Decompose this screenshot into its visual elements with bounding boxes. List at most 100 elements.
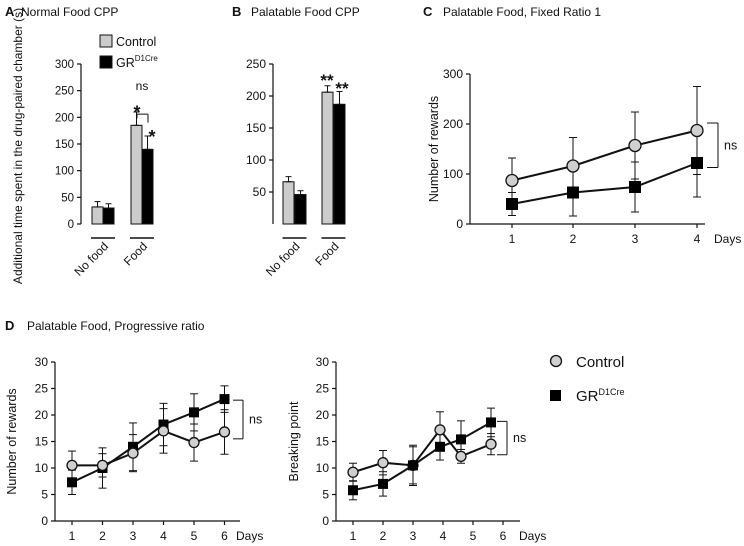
panel-d-left-point-control xyxy=(127,447,139,459)
panel-d-left-y-tick-label: 15 xyxy=(35,435,49,449)
panel-d-right-x-tick-label: 6 xyxy=(500,529,507,543)
panel-b-significance-stars: ** xyxy=(320,71,334,90)
panel-d-left-point-control xyxy=(66,459,78,472)
panel-d-left-point-control xyxy=(218,426,231,438)
panel-d-right-point-gr-d1cre xyxy=(408,460,418,471)
panel-d-right-line-control xyxy=(352,428,492,474)
panel-d-right-y-tick-label: 30 xyxy=(316,355,330,369)
panel-c-x-tick-label: 3 xyxy=(632,232,639,246)
panel-d-right-point-control xyxy=(455,450,467,462)
panel-d-right-point-gr-d1cre xyxy=(435,441,445,452)
panel-c-point-control xyxy=(566,159,580,173)
panel-c-point-gr-d1cre xyxy=(567,186,579,199)
panel-d-left-point-gr-d1cre xyxy=(128,441,138,452)
panel-a-y-tick-label: 0 xyxy=(68,219,74,231)
panel-d-right-ns-annotation: ns xyxy=(513,431,526,445)
panel-d-right-y-tick-label: 0 xyxy=(322,514,329,528)
panel-b-category-label: Food xyxy=(312,239,341,268)
panel-d-left-y-tick-label: 5 xyxy=(41,488,48,502)
panel-d-right-x-axis-label: Days xyxy=(519,529,546,543)
panel-d-right-y-tick-label: 25 xyxy=(316,382,330,396)
panel-d-left-point-control xyxy=(96,459,109,472)
panel-d-right-x-tick-label: 5 xyxy=(470,529,477,543)
panel-c-x-tick-label: 2 xyxy=(570,232,577,246)
panel-d-label: D xyxy=(5,318,14,333)
panel-a-legend-label: Control xyxy=(116,35,156,49)
panel-b-y-tick-label: 250 xyxy=(246,57,266,71)
panel-a-bar-control xyxy=(91,206,104,225)
panel-b-bar-gr xyxy=(294,194,307,225)
panel-c-y-tick-label: 300 xyxy=(443,67,463,81)
panel-a-legend-swatch xyxy=(99,34,113,48)
panel-c-x-axis-label: Days xyxy=(714,232,741,246)
panel-d-right-point-control xyxy=(347,466,359,478)
panel-a-category-label: Food xyxy=(121,239,150,268)
panel-c-y-axis-label: Number of rewards xyxy=(427,96,441,202)
legend-gr-marker xyxy=(550,390,561,401)
panel-a-significance-star: * xyxy=(148,127,155,147)
panel-d-right-point-control xyxy=(377,457,389,469)
legend-control-marker xyxy=(549,354,563,368)
panel-d-right-y-tick-label: 15 xyxy=(316,435,330,449)
panel-a-y-tick-label: 200 xyxy=(55,112,74,124)
panel-d-left-x-tick-label: 6 xyxy=(221,529,228,543)
panel-d-right-point-gr-d1cre xyxy=(348,485,358,496)
panel-a-label: A xyxy=(5,4,15,19)
panel-a-y-tick-label: 300 xyxy=(55,59,74,71)
panel-c-y-tick-label: 200 xyxy=(443,117,463,131)
panel-d-left-y-axis-label: Number of rewards xyxy=(5,388,19,494)
panel-c-x-tick-label: 1 xyxy=(509,232,516,246)
panel-d-right-x-tick-label: 3 xyxy=(410,529,417,543)
panel-a-ns-annotation: ns xyxy=(136,79,149,93)
panel-b-y-tick-label: 50 xyxy=(253,185,267,199)
panel-a-category-label: No food xyxy=(72,239,112,279)
panel-d-left-point-gr-d1cre xyxy=(189,407,199,418)
panel-a-y-tick-label: 100 xyxy=(55,166,74,178)
panel-b-bar-control xyxy=(321,91,334,225)
panel-d-title: Palatable Food, Progressive ratio xyxy=(27,319,205,333)
legend-control-label: Control xyxy=(576,354,624,371)
panel-c-line-control xyxy=(511,129,698,182)
panel-d-left-line-gr-d1cre xyxy=(71,398,225,484)
panel-c-label: C xyxy=(423,4,433,19)
panel-c-point-control xyxy=(505,173,519,188)
panel-d-right-point-control xyxy=(485,438,497,450)
panel-a-y-tick-label: 250 xyxy=(55,86,74,98)
panel-d-left-y-tick-label: 0 xyxy=(41,514,48,528)
panel-d-right-y-tick-label: 10 xyxy=(316,461,330,475)
panel-d-right-x-tick-label: 4 xyxy=(440,529,447,543)
panel-d-right-x-tick-label: 2 xyxy=(380,529,387,543)
panel-b-bar-gr xyxy=(333,103,346,225)
panel-c-y-tick-label: 0 xyxy=(456,217,463,231)
panel-a-bar-gr xyxy=(102,207,115,225)
panel-c-line-gr-d1cre xyxy=(511,162,698,205)
panel-d-left-y-tick-label: 25 xyxy=(35,382,49,396)
panel-d-right-line-gr-d1cre xyxy=(352,421,492,492)
panel-c-x-tick-label: 4 xyxy=(694,232,701,246)
panel-b-category-label: No food xyxy=(263,239,303,279)
panel-d-right-point-control xyxy=(434,424,446,436)
panel-d-right-point-gr-d1cre xyxy=(378,478,388,489)
panel-c-point-gr-d1cre xyxy=(691,157,703,169)
panel-d-left-y-tick-label: 30 xyxy=(35,355,49,369)
panel-b-label: B xyxy=(232,4,241,19)
panel-c-y-tick-label: 100 xyxy=(443,167,463,181)
panel-d-left-x-tick-label: 1 xyxy=(69,529,76,543)
legend-gr-label: GRD1Cre xyxy=(576,387,625,405)
panel-d-left-x-axis-label: Days xyxy=(236,529,263,543)
panel-d-left-point-control xyxy=(157,425,170,437)
panel-c-point-control xyxy=(628,138,642,153)
panel-b-y-tick-label: 150 xyxy=(246,121,266,135)
panel-d-right-x-tick-label: 1 xyxy=(350,529,357,543)
panel-d-left-point-gr-d1cre xyxy=(67,477,77,488)
panel-d-left-x-tick-label: 3 xyxy=(130,529,137,543)
panel-b-title: Palatable Food CPP xyxy=(251,5,360,19)
panel-d-right-y-tick-label: 5 xyxy=(322,488,329,502)
panel-b-bar-control xyxy=(282,181,295,225)
panel-d-left-x-tick-label: 4 xyxy=(160,529,167,543)
panel-d-left-x-tick-label: 2 xyxy=(99,529,106,543)
panel-c-title: Palatable Food, Fixed Ratio 1 xyxy=(443,5,601,19)
panel-a-y-tick-label: 50 xyxy=(61,192,74,204)
panel-d-right-y-tick-label: 20 xyxy=(316,408,330,422)
